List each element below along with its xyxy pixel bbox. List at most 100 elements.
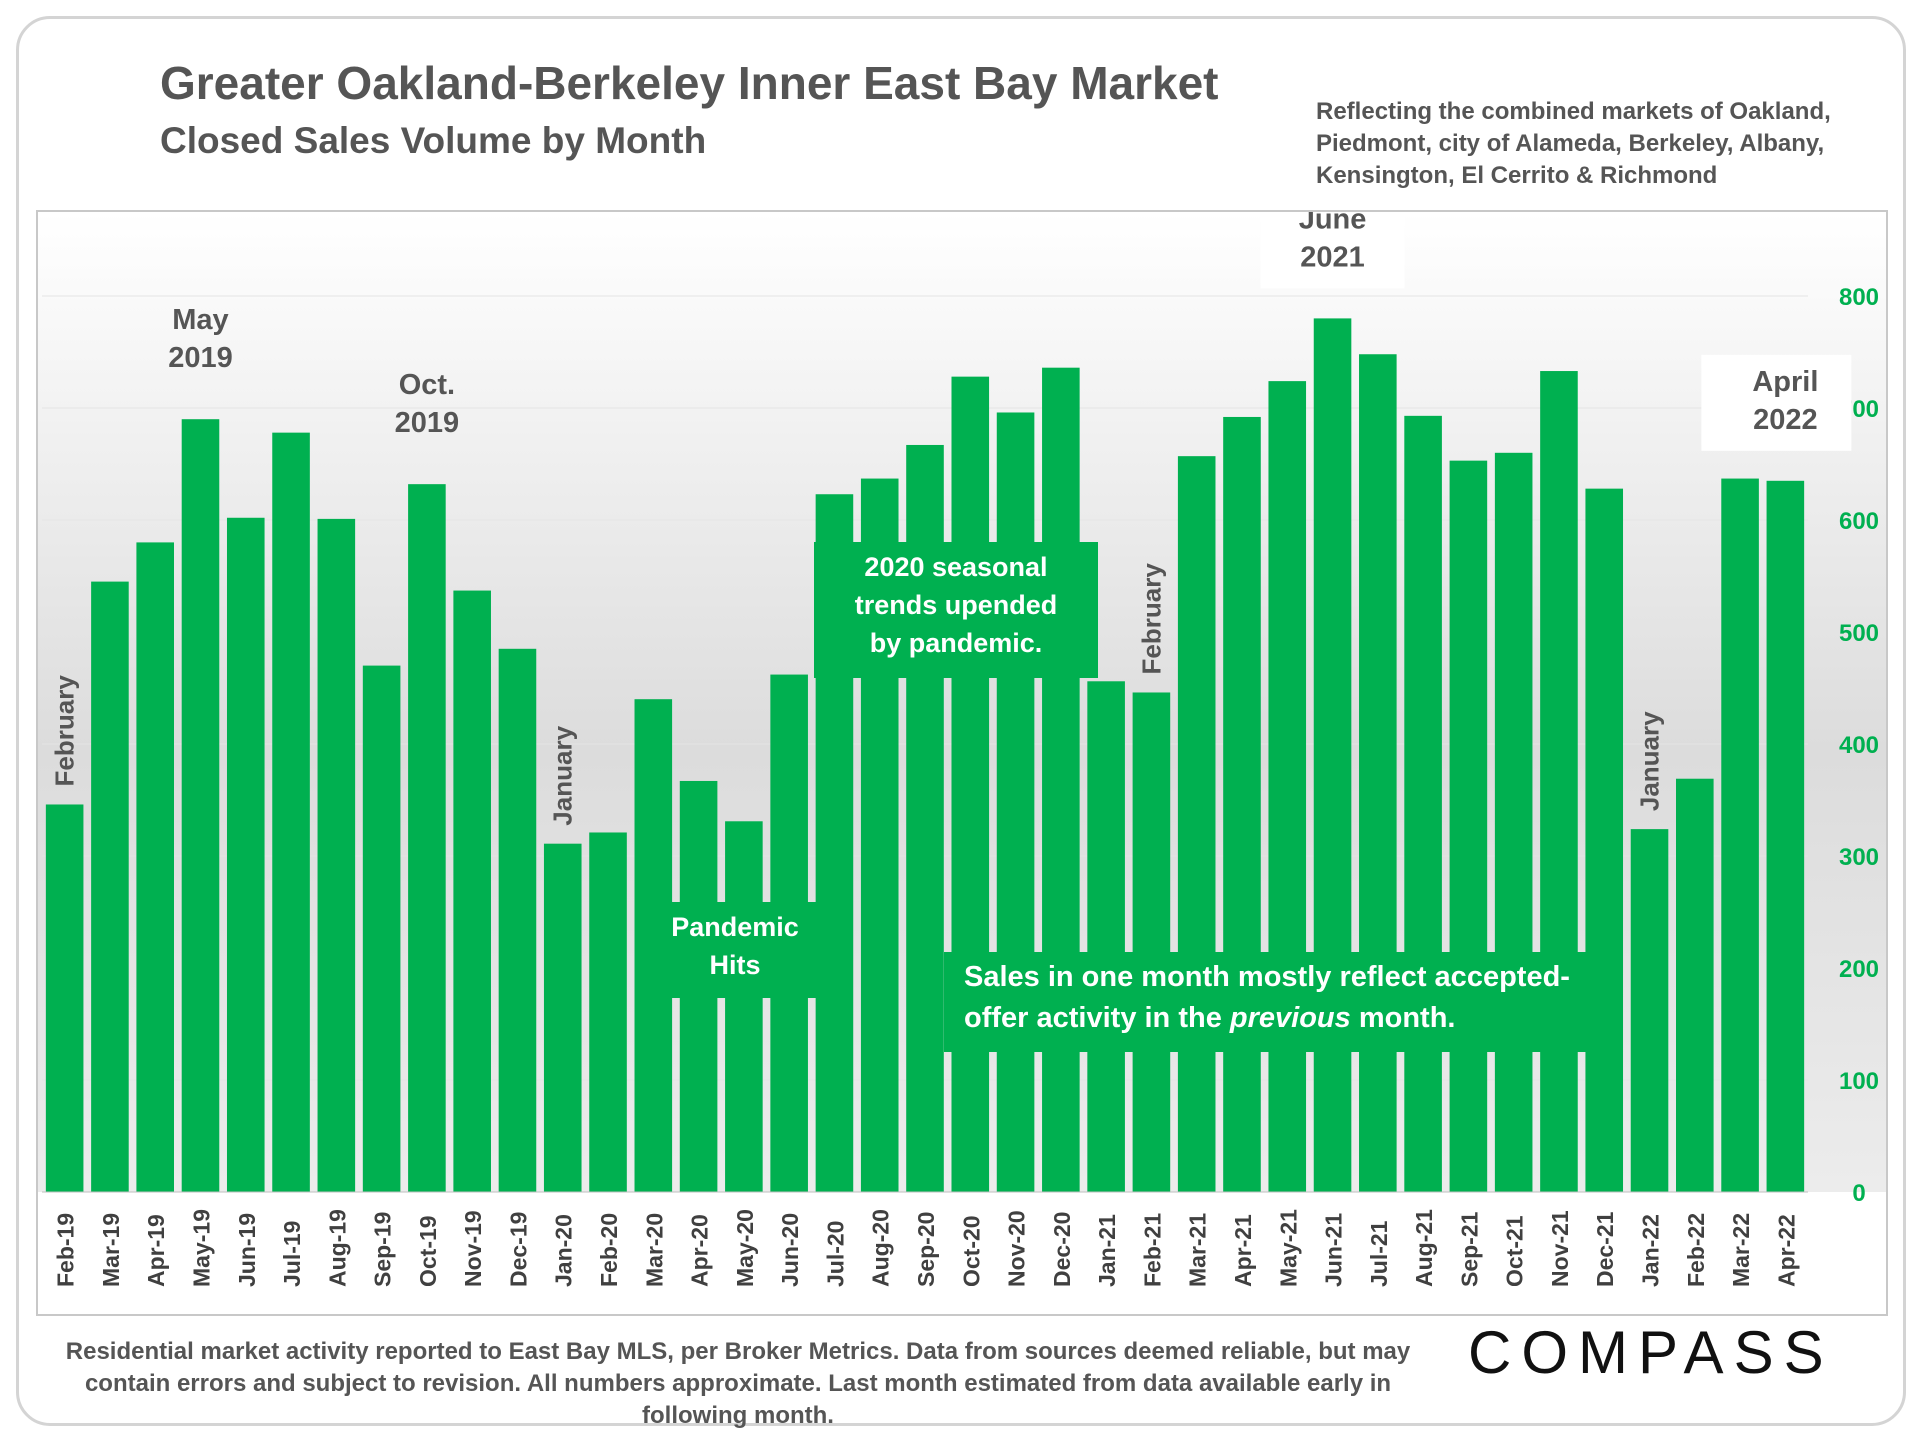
bar-May-21 [1268,381,1307,1192]
x-tick-label: Mar-22 [1728,1213,1754,1287]
x-tick-label: Dec-21 [1592,1211,1618,1287]
x-tick-label: Feb-22 [1683,1213,1709,1287]
annotation-label: January [548,725,578,825]
annotation-label: 2019 [168,342,233,374]
bar-Oct-20 [951,376,990,1192]
x-tick-label: Feb-20 [596,1213,622,1287]
x-tick-label: Feb-19 [53,1213,79,1287]
x-tick-label: Apr-21 [1230,1214,1256,1287]
bar-Nov-19 [453,590,491,1192]
callout-text: by pandemic. [870,628,1043,658]
x-tick-label: Aug-21 [1411,1209,1437,1287]
callout-box [944,952,1620,1052]
bar-May-19 [181,419,220,1192]
bar-Jan-22 [1630,829,1669,1192]
bar-Jun-21 [1313,318,1352,1192]
y-tick-label: 800 [1839,284,1879,311]
callout-text: Sales in one month mostly reflect accept… [964,961,1570,993]
bar-Mar-21 [1177,456,1216,1192]
bar-Aug-19 [317,518,356,1192]
bar-Jul-21 [1359,354,1397,1192]
chart-title: Greater Oakland-Berkeley Inner East Bay … [160,57,1219,109]
bar-Feb-19 [45,804,84,1192]
bar-Nov-21 [1540,371,1578,1192]
y-tick-label: 0 [1852,1180,1865,1207]
y-tick-label: 300 [1839,844,1879,871]
callout-text: Pandemic [671,912,799,942]
x-tick-label: Jun-21 [1321,1213,1347,1287]
x-tick-label: Jan-22 [1638,1214,1664,1287]
bar-Dec-19 [498,648,537,1192]
annotation-label: 2021 [1300,241,1365,273]
x-tick-label: Mar-19 [98,1213,124,1287]
x-tick-label: Dec-20 [1049,1212,1075,1287]
x-tick-label: Jul-21 [1366,1220,1392,1287]
x-tick-label: Mar-20 [641,1213,667,1287]
x-tick-label: Jan-20 [551,1214,577,1287]
bar-Nov-20 [996,412,1035,1192]
bar-Dec-20 [1042,367,1080,1192]
market-note: Reflecting the combined markets of Oakla… [1316,98,1831,189]
bar-Oct-19 [408,484,446,1192]
callout-text: trends upended [855,590,1058,620]
annotation-bg [1701,354,1852,451]
x-tick-label: Feb-21 [1139,1213,1165,1287]
x-tick-label: Jun-19 [234,1213,260,1287]
x-tick-label: Aug-20 [868,1209,894,1287]
y-tick-label: 600 [1839,508,1879,535]
x-tick-label: Jun-20 [777,1213,803,1287]
x-tick-label: Apr-20 [687,1214,713,1287]
y-tick-label: 400 [1839,732,1879,759]
annotation-label: January [1635,711,1665,811]
x-tick-label: Oct-20 [958,1215,984,1287]
x-tick-label: Nov-21 [1547,1210,1573,1287]
bar-Mar-22 [1721,478,1759,1192]
annotation-label: April [1752,366,1818,398]
callout-box [652,902,818,998]
y-tick-label: 200 [1839,956,1879,983]
bar-Sep-21 [1449,460,1488,1192]
callout-text: Hits [709,950,760,980]
x-tick-label: Nov-20 [1004,1210,1030,1287]
bar-Aug-21 [1404,415,1442,1193]
x-tick-label: Oct-19 [415,1215,441,1287]
plot-area: 0 100 200 300 400 500 600 700 800 Feb-19 Mar-19 Apr… [36,210,1888,1316]
annotation-bg [1260,212,1405,289]
bar-Apr-21 [1223,416,1261,1192]
x-tick-label: Jul-19 [279,1221,305,1287]
bar-Feb-21 [1132,692,1171,1192]
x-tick-label: Oct-21 [1502,1215,1528,1287]
x-tick-label: May-19 [188,1209,214,1287]
bar-Apr-19 [136,542,174,1192]
bar-Jul-19 [272,432,310,1192]
bar-Jun-19 [226,517,265,1192]
bar-Apr-22 [1766,480,1805,1192]
bar-Mar-19 [91,581,129,1192]
annotation-label: 2022 [1753,404,1818,436]
y-tick-label: 100 [1839,1068,1879,1095]
x-tick-label: Apr-22 [1773,1214,1799,1287]
x-tick-label: Nov-19 [460,1210,486,1287]
chart-subtitle: Closed Sales Volume by Month [160,120,707,161]
x-tick-label: Sep-21 [1456,1211,1482,1287]
annotation-label: February [1136,563,1166,675]
annotation-label: Oct. [399,369,455,401]
annotation-label: June [1299,212,1367,235]
bar-Jan-20 [543,843,582,1192]
x-tick-label: Dec-19 [505,1212,531,1287]
callout-box [814,542,1098,678]
bar-May-20 [725,821,763,1192]
bar-Feb-20 [589,832,627,1192]
x-tick-label: Jan-21 [1094,1214,1120,1287]
x-tick-label: Apr-19 [143,1214,169,1287]
compass-logo: COMPASS [1468,1319,1834,1386]
annotation-label: February [50,675,80,787]
bar-Sep-19 [362,665,401,1192]
x-tick-label: May-20 [732,1209,758,1287]
annotation-label: May [172,304,228,336]
bar-Jan-21 [1087,681,1125,1192]
x-tick-label: Aug-19 [324,1209,350,1287]
disclaimer: Residential market activity reported to … [65,1338,1411,1429]
x-tick-label: Sep-19 [370,1212,396,1287]
